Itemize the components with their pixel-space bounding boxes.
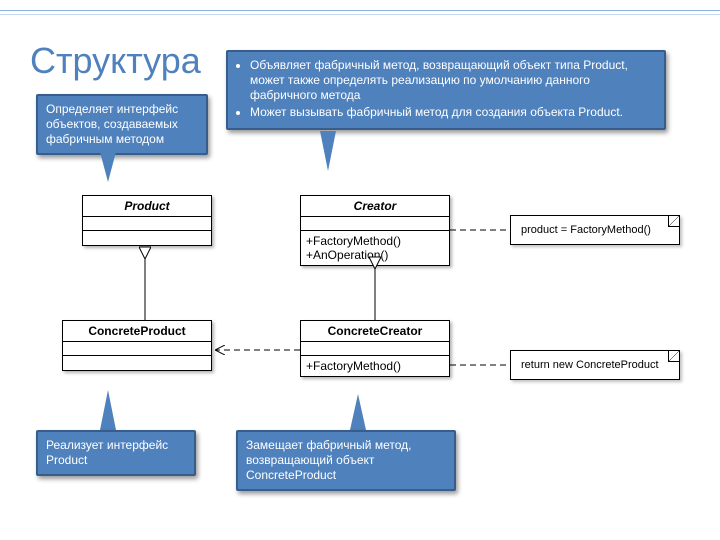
note-return-text: return new ConcreteProduct <box>521 359 659 371</box>
uml-creator-name: Creator <box>301 196 449 217</box>
callout-creator-item-1: Объявляет фабричный метод, возвращающий … <box>250 58 656 103</box>
callout-concrete-product-text: Реализует интерфейс Product <box>46 438 168 467</box>
callout-concrete-creator: Замещает фабричный метод, возвращающий о… <box>236 430 456 491</box>
callout-creator: Объявляет фабричный метод, возвращающий … <box>226 50 666 130</box>
deco-line-1 <box>0 10 720 11</box>
page-title: Структура <box>30 40 201 82</box>
uml-concrete-product: ConcreteProduct <box>62 320 212 371</box>
callout-concrete-product: Реализует интерфейс Product <box>36 430 196 476</box>
uml-concrete-creator: ConcreteCreator +FactoryMethod() <box>300 320 450 377</box>
callout-creator-item-2: Может вызывать фабричный метод для созда… <box>250 105 656 120</box>
callout-concrete-creator-text: Замещает фабричный метод, возвращающий о… <box>246 438 411 482</box>
deco-line-2 <box>0 14 720 15</box>
uml-concrete-creator-op-1: +FactoryMethod() <box>306 359 444 373</box>
uml-creator: Creator +FactoryMethod() +AnOperation() <box>300 195 450 266</box>
uml-concrete-creator-name: ConcreteCreator <box>301 321 449 342</box>
note-factory-method-text: product = FactoryMethod() <box>521 224 651 236</box>
note-factory-method: product = FactoryMethod() <box>510 215 680 245</box>
callout-product: Определяет интерфейс объектов, создаваем… <box>36 94 208 155</box>
callout-product-text: Определяет интерфейс объектов, создаваем… <box>46 102 178 146</box>
uml-product-name: Product <box>83 196 211 217</box>
uml-concrete-product-name: ConcreteProduct <box>63 321 211 342</box>
callout-product-pointer <box>100 152 116 182</box>
callout-ccreator-pointer <box>350 394 366 430</box>
callout-cproduct-pointer <box>100 390 116 430</box>
uml-creator-op-1: +FactoryMethod() <box>306 234 444 248</box>
note-return: return new ConcreteProduct <box>510 350 680 380</box>
uml-creator-op-2: +AnOperation() <box>306 248 444 262</box>
uml-product: Product <box>82 195 212 246</box>
callout-creator-pointer <box>320 131 336 171</box>
